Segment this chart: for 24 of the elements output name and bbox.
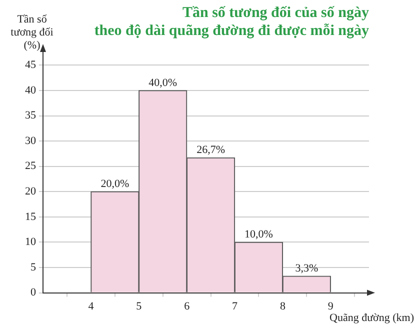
- x-tick-label: 6: [184, 300, 190, 312]
- data-label: 40,0%: [148, 76, 178, 89]
- x-axis-title: Quãng đường (km): [330, 312, 414, 324]
- y-tick-label: 15: [25, 210, 36, 223]
- y-tick-label: 20: [25, 186, 36, 198]
- y-tick-label: 0: [30, 286, 36, 299]
- x-tick-label: 9: [328, 300, 334, 312]
- data-label: 3,3%: [295, 262, 318, 274]
- y-axis-title: Tần số tương đối (%): [10, 13, 54, 52]
- x-tick-label: 8: [280, 300, 286, 312]
- y-tick-label: 35: [25, 110, 36, 122]
- y-tick-label: 10: [25, 236, 36, 248]
- x-tick-label: 5: [136, 300, 142, 312]
- y-tick-label: 40: [25, 84, 36, 96]
- data-label: 20,0%: [100, 178, 130, 190]
- y-tick-label: 25: [25, 160, 36, 172]
- chart-title: Tần số tương đối của số ngày theo độ dài quãng đường đi được mỗi ngày: [94, 4, 370, 39]
- x-tick-label: 7: [232, 300, 238, 312]
- y-tick-label: 45: [25, 59, 36, 72]
- data-label: 26,7%: [196, 144, 226, 156]
- y-tick-label: 5: [30, 261, 36, 274]
- data-label: 10,0%: [244, 228, 273, 241]
- y-tick-label: 30: [25, 134, 36, 147]
- x-tick-label: 4: [88, 300, 94, 312]
